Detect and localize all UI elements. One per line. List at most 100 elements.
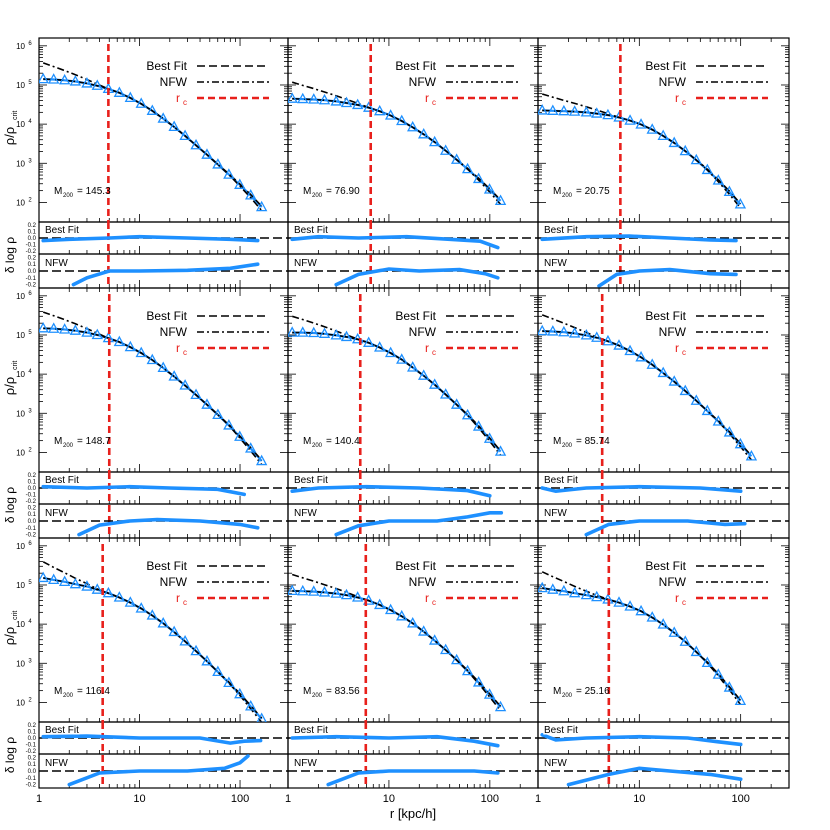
data-point (212, 665, 224, 677)
data-point (318, 327, 331, 338)
panel-6: Best Fit NFW r c M 200 = 85.74 Best Fit NFW (537, 287, 790, 539)
data-point (201, 148, 213, 159)
legend-best-fit-label: Best Fit (645, 559, 686, 573)
data-point (69, 75, 82, 86)
data-point (712, 415, 725, 426)
y-tick-label-base: 10 (16, 448, 25, 457)
data-point (558, 325, 570, 337)
data-point (646, 611, 658, 622)
resid-nfw-line (597, 267, 738, 288)
data-point (39, 571, 49, 583)
data-point (330, 329, 342, 340)
y-tick-label-exp: 3 (28, 408, 32, 414)
data-point (657, 618, 669, 629)
x-tick-label: 1 (535, 793, 541, 805)
data-point (679, 384, 691, 396)
data-point (245, 189, 257, 200)
x-tick-label: 1 (36, 793, 42, 805)
x-axis-label: r [kpc/h] (390, 806, 436, 821)
data-point (591, 107, 603, 118)
data-point (373, 341, 386, 352)
data-point (558, 584, 570, 596)
data-point (190, 388, 202, 400)
y-axis-label-main-text: ρ/ρ (2, 377, 17, 395)
data-point (657, 366, 669, 378)
data-point (701, 656, 714, 668)
legend-rc-label: r (176, 341, 180, 355)
data-point (690, 153, 702, 165)
data-point (288, 326, 298, 337)
panel-7: Best Fit NFW r c M 200 = 116.4 Best Fit NFW (38, 537, 289, 789)
resid-label-best: Best Fit (544, 225, 578, 236)
data-point (91, 583, 103, 594)
resid-tick-label: 0.0 (28, 236, 37, 242)
legend-nfw-label: NFW (409, 575, 437, 589)
legend-rc-label: r (425, 91, 429, 105)
data-point (340, 588, 353, 600)
data-point (288, 584, 298, 596)
mass-label-sub: 200 (63, 693, 74, 699)
y-axis-label-resid: δ log ρ (3, 737, 17, 773)
data-point (494, 194, 507, 206)
y-axis-label-resid: δ log ρ (3, 237, 17, 273)
data-point (255, 454, 268, 466)
panel-8: Best Fit NFW r c M 200 = 83.56 Best Fit NFW (287, 537, 539, 789)
data-point (373, 598, 386, 610)
mass-label: M 200 = 76.90 (303, 186, 360, 199)
data-point (168, 120, 180, 132)
data-point (602, 334, 614, 346)
resid-nfw-line (566, 766, 743, 787)
data-point (624, 600, 636, 611)
mass-label-m: M (54, 186, 62, 197)
y-tick-label-base: 10 (16, 698, 25, 707)
data-point (396, 609, 408, 621)
resid-tick-label: -0.2 (26, 783, 37, 789)
data-point (483, 688, 496, 699)
data-point (124, 91, 137, 103)
legend-nfw-label: NFW (659, 325, 687, 339)
data-point (428, 135, 441, 147)
data-point (39, 321, 49, 333)
data-point (568, 327, 581, 338)
resid-best-line (290, 734, 500, 748)
residual-curves (538, 733, 789, 787)
resid-tick-label: 0.1 (28, 512, 37, 518)
legend-nfw-label: NFW (409, 75, 437, 89)
data-point (494, 700, 507, 712)
legend-best-fit-label: Best Fit (146, 559, 187, 573)
data-point (91, 79, 103, 90)
resid-tick-label: 0.2 (28, 473, 37, 479)
resid-tick-label: 0.2 (28, 755, 37, 761)
resid-label-best: Best Fit (544, 725, 578, 736)
data-point (81, 77, 93, 88)
data-point (81, 580, 93, 591)
data-point (407, 361, 419, 372)
legend-best-fit-label: Best Fit (395, 309, 436, 323)
main-curves (288, 573, 507, 712)
resid-best-line (41, 234, 260, 243)
x-ticks (287, 538, 539, 788)
data-point (568, 105, 581, 116)
resid-tick-label: -0.2 (26, 249, 37, 255)
data-point (450, 153, 463, 164)
mass-label: M 200 = 148.7 (54, 436, 111, 449)
legend-best-fit-label: Best Fit (645, 309, 686, 323)
panel-2: Best Fit NFW r c M 200 = 76.90 Best Fit NFW (287, 37, 539, 289)
nfw-curve (291, 573, 502, 712)
y-axis-label-main: ρ/ρ crit (2, 361, 19, 396)
data-point (450, 653, 463, 665)
data-point (297, 326, 309, 337)
panel-3: Best Fit NFW r c M 200 = 20.75 Best Fit NFW (537, 37, 790, 289)
resid-nfw-line (71, 262, 260, 287)
y-tick-label-base: 10 (16, 542, 25, 551)
legend: Best Fit NFW r c (395, 559, 518, 607)
resid-label-best: Best Fit (45, 475, 79, 486)
data-point (635, 350, 647, 362)
resid-label-nfw: NFW (294, 508, 317, 519)
main-curves (538, 314, 758, 461)
data-line (292, 589, 502, 708)
resid-tick-label: 0.1 (28, 762, 37, 768)
data-point (190, 644, 202, 656)
